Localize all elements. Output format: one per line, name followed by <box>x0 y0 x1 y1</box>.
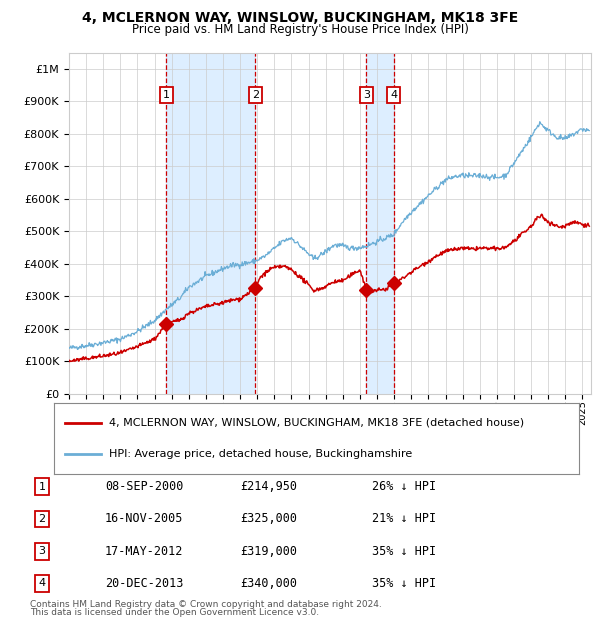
Bar <box>367 53 394 394</box>
Bar <box>166 53 255 394</box>
Text: HPI: Average price, detached house, Buckinghamshire: HPI: Average price, detached house, Buck… <box>109 450 412 459</box>
Text: 4, MCLERNON WAY, WINSLOW, BUCKINGHAM, MK18 3FE (detached house): 4, MCLERNON WAY, WINSLOW, BUCKINGHAM, MK… <box>109 418 524 428</box>
Text: 20-DEC-2013: 20-DEC-2013 <box>105 577 184 590</box>
Text: 35% ↓ HPI: 35% ↓ HPI <box>372 577 436 590</box>
Text: 17-MAY-2012: 17-MAY-2012 <box>105 545 184 557</box>
Text: £325,000: £325,000 <box>240 513 297 525</box>
Text: 21% ↓ HPI: 21% ↓ HPI <box>372 513 436 525</box>
Text: 26% ↓ HPI: 26% ↓ HPI <box>372 480 436 493</box>
Text: 4: 4 <box>390 90 397 100</box>
Text: 35% ↓ HPI: 35% ↓ HPI <box>372 545 436 557</box>
Text: 3: 3 <box>38 546 46 556</box>
Text: 2: 2 <box>38 514 46 524</box>
Text: This data is licensed under the Open Government Licence v3.0.: This data is licensed under the Open Gov… <box>30 608 319 617</box>
Text: £319,000: £319,000 <box>240 545 297 557</box>
Text: 4, MCLERNON WAY, WINSLOW, BUCKINGHAM, MK18 3FE: 4, MCLERNON WAY, WINSLOW, BUCKINGHAM, MK… <box>82 11 518 25</box>
Text: 4: 4 <box>38 578 46 588</box>
Text: 08-SEP-2000: 08-SEP-2000 <box>105 480 184 493</box>
Text: 16-NOV-2005: 16-NOV-2005 <box>105 513 184 525</box>
Text: Price paid vs. HM Land Registry's House Price Index (HPI): Price paid vs. HM Land Registry's House … <box>131 23 469 36</box>
Text: 2: 2 <box>251 90 259 100</box>
Text: 1: 1 <box>38 482 46 492</box>
Text: Contains HM Land Registry data © Crown copyright and database right 2024.: Contains HM Land Registry data © Crown c… <box>30 600 382 609</box>
Text: £340,000: £340,000 <box>240 577 297 590</box>
Text: 1: 1 <box>163 90 170 100</box>
Text: £214,950: £214,950 <box>240 480 297 493</box>
Text: 3: 3 <box>363 90 370 100</box>
